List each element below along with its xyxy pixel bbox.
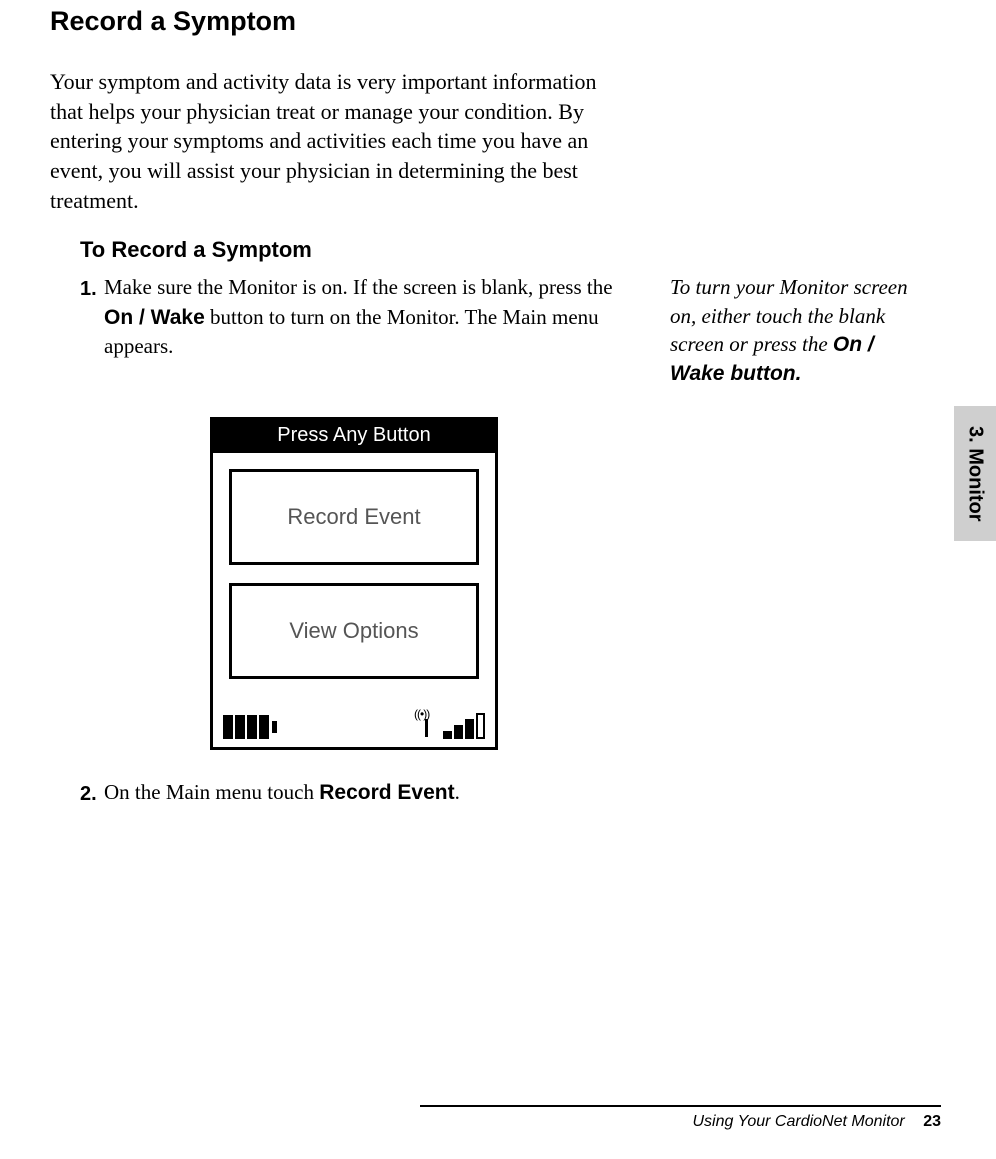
- step-1: 1. Make sure the Monitor is on. If the s…: [80, 273, 620, 361]
- subheading: To Record a Symptom: [80, 237, 951, 263]
- page-footer: Using Your CardioNet Monitor 23: [420, 1105, 941, 1131]
- step-1-text: Make sure the Monitor is on. If the scre…: [104, 273, 620, 361]
- intro-paragraph: Your symptom and activity data is very i…: [50, 67, 610, 215]
- step-2-pre: On the Main menu touch: [104, 780, 319, 804]
- device-header: Press Any Button: [213, 420, 495, 453]
- step-2-post: .: [455, 780, 460, 804]
- device-mock: Press Any Button Record Event View Optio…: [210, 417, 498, 750]
- page-heading: Record a Symptom: [50, 6, 951, 37]
- step-2-bold: Record Event: [319, 781, 454, 804]
- device-status-bar: [213, 707, 495, 747]
- step-1-pre: Make sure the Monitor is on. If the scre…: [104, 275, 613, 299]
- step-1-number: 1.: [80, 275, 104, 361]
- step-2-text: On the Main menu touch Record Event.: [104, 778, 460, 808]
- battery-icon: [223, 715, 277, 739]
- footer-page-number: 23: [923, 1113, 941, 1130]
- section-tab-label: 3. Monitor: [964, 426, 987, 522]
- device-record-event-button: Record Event: [229, 469, 479, 565]
- signal-icon: [416, 711, 485, 739]
- step-1-bold: On / Wake: [104, 306, 205, 329]
- step-2-number: 2.: [80, 780, 104, 808]
- section-tab: 3. Monitor: [954, 406, 996, 541]
- device-view-options-button: View Options: [229, 583, 479, 679]
- step-2: 2. On the Main menu touch Record Event.: [80, 778, 620, 808]
- footer-text: Using Your CardioNet Monitor: [693, 1113, 905, 1130]
- sidenote: To turn your Monitor screen on, either t…: [670, 273, 925, 388]
